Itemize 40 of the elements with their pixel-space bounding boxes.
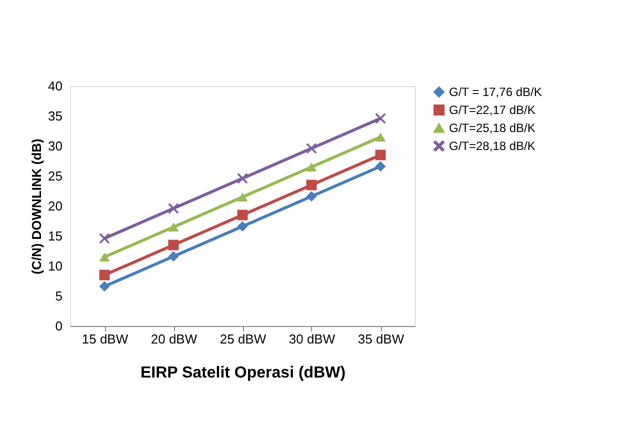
point [168,222,179,232]
x-tick-label: 35 dBW [358,332,405,346]
point [168,203,179,214]
point [306,191,317,202]
point [375,150,386,160]
point [168,251,179,262]
point [375,113,386,124]
y-tick-label: 0 [55,318,62,334]
point [99,281,110,292]
point [306,180,317,190]
point [99,252,110,262]
y-tick-label: 20 [48,198,62,214]
x-tick-label: 20 dBW [150,332,198,346]
y-tick-label: 35 [48,108,62,124]
legend-label: G/T=28,18 dB/K [449,139,536,153]
x-tick-label: 25 dBW [220,332,267,346]
legend-label: G/T = 17,76 dB/K [449,85,542,99]
point [306,143,317,154]
x-axis-title: EIRP Satelit Operasi (dBW) [140,364,346,382]
point [237,221,248,232]
y-tick-label: 30 [48,138,62,154]
point [375,161,386,172]
point [99,270,110,280]
point [237,210,248,220]
y-tick-label: 15 [48,228,62,244]
y-tick-label: 40 [48,78,62,94]
point [99,233,110,244]
legend-label: G/T=22,17 dB/K [449,103,536,117]
point [306,162,317,172]
y-axis-title: (C/N) DOWNLINK (dB) [29,138,44,274]
y-tick-label: 25 [48,168,62,184]
legend-label: G/T=25,18 dB/K [449,121,536,135]
point [375,132,386,142]
y-tick-label: 10 [48,258,62,274]
point [237,192,248,202]
point [237,173,248,184]
x-tick-label: 15 dBW [82,332,129,346]
point [168,240,179,250]
x-tick-label: 30 dBW [288,332,336,346]
y-tick-label: 5 [55,288,62,304]
